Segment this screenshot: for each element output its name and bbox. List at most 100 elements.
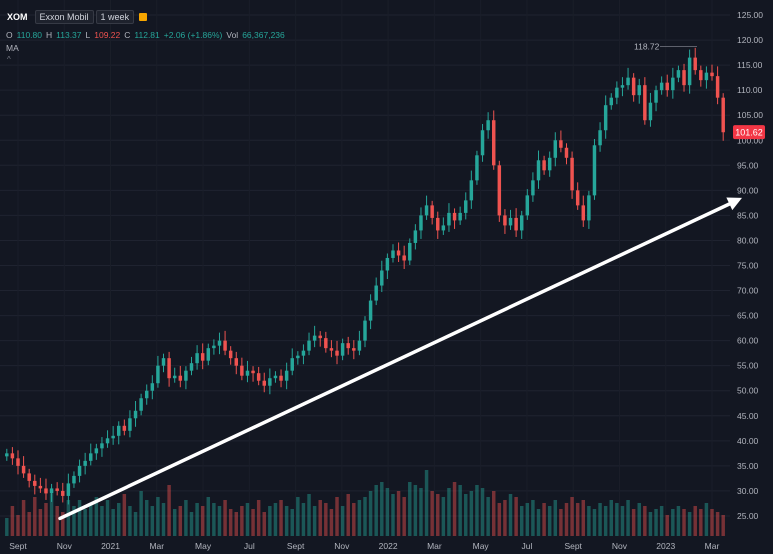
candle-body <box>475 155 479 181</box>
candle-body <box>469 180 474 201</box>
volume-bar <box>340 506 345 536</box>
volume-bar <box>329 509 334 536</box>
volume-bar <box>94 497 99 536</box>
candle <box>21 456 26 478</box>
candle-body <box>519 215 524 231</box>
candle-body <box>133 410 138 419</box>
candle-body <box>592 145 597 196</box>
candle-body <box>105 438 110 444</box>
y-tick-label: 70.00 <box>737 286 759 296</box>
candlesticks <box>5 47 725 505</box>
candle <box>413 224 418 250</box>
candle-body <box>436 217 440 231</box>
candle <box>89 443 93 466</box>
interval-selector[interactable]: 1 week <box>95 10 135 24</box>
x-tick-label: Nov <box>57 541 73 551</box>
collapse-caret-icon[interactable]: ^ <box>7 55 11 64</box>
candle-body <box>156 365 160 384</box>
candle <box>508 209 513 230</box>
candle <box>620 77 625 97</box>
candle-body <box>262 380 266 386</box>
volume-bar <box>268 506 272 536</box>
candle-body <box>296 355 300 359</box>
candle-body <box>10 453 15 459</box>
candle-body <box>122 425 127 431</box>
candle-body <box>284 370 289 381</box>
candle <box>402 245 406 270</box>
y-tick-label: 55.00 <box>737 361 759 371</box>
candle-body <box>620 85 625 88</box>
volume-bar <box>491 491 496 536</box>
volume-bar <box>128 506 132 536</box>
candle-body <box>385 257 390 271</box>
candle-body <box>340 343 345 356</box>
candle <box>133 400 138 427</box>
volume-bar <box>89 503 93 536</box>
flag-icon[interactable] <box>139 13 148 21</box>
volume-bar <box>72 506 76 536</box>
candle <box>268 368 272 395</box>
indicator-ma[interactable]: MA <box>6 43 19 53</box>
candle <box>486 112 490 139</box>
volume-bar <box>312 506 317 536</box>
volume-bar <box>413 485 418 536</box>
candle-body <box>564 147 569 158</box>
candle <box>206 343 211 366</box>
candle <box>721 93 725 141</box>
candle-body <box>598 130 602 146</box>
trend-arrow-line <box>58 199 738 521</box>
y-tick-label: 100.00 <box>737 135 763 145</box>
volume-bar <box>710 509 714 536</box>
volume-bar <box>105 500 110 536</box>
candle <box>424 195 429 220</box>
candle-body <box>111 435 115 439</box>
x-tick-label: May <box>195 541 212 551</box>
candle-body <box>307 340 311 351</box>
candle <box>77 459 82 483</box>
y-tick-label: 25.00 <box>737 511 759 521</box>
volume-bar <box>251 509 255 536</box>
candle-body <box>391 250 395 258</box>
candle-body <box>380 270 384 286</box>
candle <box>251 366 255 382</box>
volume-bar <box>682 509 686 536</box>
candle-body <box>654 90 658 103</box>
symbol-ticker[interactable]: XOM <box>7 12 28 22</box>
candle <box>117 421 121 445</box>
volume-bar <box>111 509 115 536</box>
candle <box>33 474 37 495</box>
x-tick-label: Mar <box>149 541 164 551</box>
candle-body <box>83 460 87 466</box>
candle <box>570 151 574 199</box>
volume-bar <box>497 503 502 536</box>
volume-bar <box>570 497 574 536</box>
trend-arrow-head <box>726 197 742 211</box>
candle-body <box>200 353 205 361</box>
candle-body <box>27 473 31 481</box>
candle <box>542 155 546 175</box>
volume-bar <box>346 494 350 536</box>
change-value: +2.06 (+1.86%) <box>163 30 223 40</box>
y-tick-label: 40.00 <box>737 436 759 446</box>
candle <box>475 150 479 185</box>
volume-bar <box>626 500 630 536</box>
volume-bar <box>273 503 278 536</box>
x-tick-label: Nov <box>334 541 350 551</box>
candle <box>436 211 440 239</box>
y-tick-label: 90.00 <box>737 185 759 195</box>
candle-body <box>251 370 255 374</box>
candle-body <box>547 157 552 171</box>
candle <box>195 345 199 370</box>
candle <box>144 384 149 405</box>
candle-body <box>167 358 171 379</box>
symbol-name[interactable]: Exxon Mobil <box>34 10 94 24</box>
candle <box>525 189 530 220</box>
candle <box>682 63 686 92</box>
candle <box>598 122 602 152</box>
candle <box>273 371 278 383</box>
candle-body <box>223 340 227 351</box>
volume-bar <box>77 500 82 536</box>
volume-bar <box>66 500 71 536</box>
candle-body <box>189 363 194 371</box>
